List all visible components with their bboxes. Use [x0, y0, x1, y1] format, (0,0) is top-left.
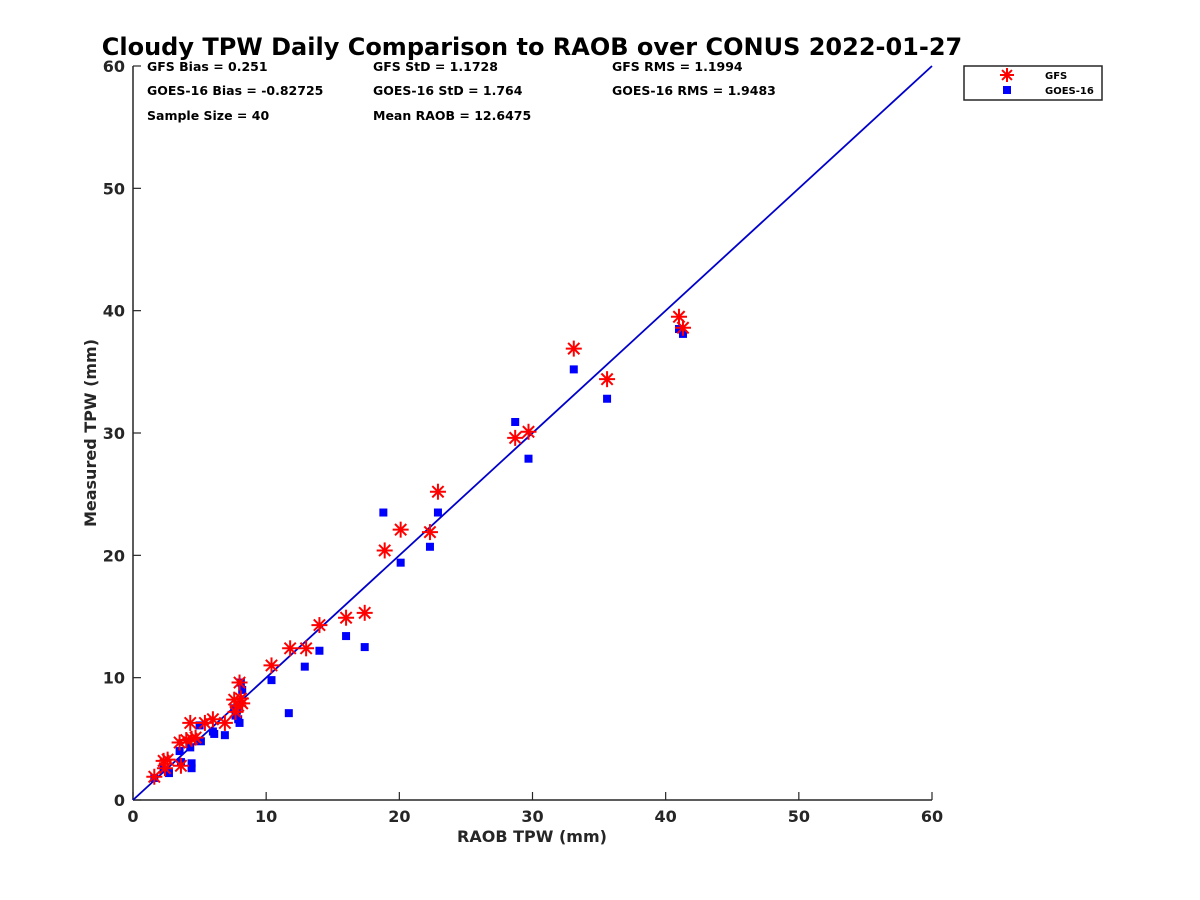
goes16-point	[569, 365, 578, 374]
gfs-point	[187, 729, 204, 746]
stat-gfs-bias: GFS Bias = 0.251	[147, 59, 268, 74]
gfs-point	[234, 695, 251, 712]
goes16-point	[674, 325, 683, 334]
goes16-point	[603, 394, 612, 403]
x-tick-label: 60	[921, 807, 943, 826]
gfs-point	[392, 521, 409, 538]
y-tick-label: 40	[103, 302, 125, 321]
gfs-point	[565, 340, 582, 357]
goes16-point	[187, 764, 196, 773]
goes16-point	[235, 718, 244, 727]
x-tick-label: 30	[521, 807, 543, 826]
legend-gfs-marker	[1000, 68, 1014, 82]
y-tick-label: 20	[103, 546, 125, 565]
gfs-point	[182, 714, 199, 731]
goes16-point	[300, 662, 309, 671]
gfs-point	[670, 308, 687, 325]
legend-goes-marker	[1003, 86, 1011, 94]
gfs-point	[376, 542, 393, 559]
goes16-point	[511, 417, 520, 426]
x-tick-label: 20	[388, 807, 410, 826]
legend-gfs-label: GFS	[1045, 71, 1067, 82]
gfs-point	[599, 371, 616, 388]
chart-title: Cloudy TPW Daily Comparison to RAOB over…	[102, 33, 962, 61]
gfs-point	[674, 319, 691, 336]
goes16-point	[379, 508, 388, 517]
goes16-point	[524, 454, 533, 463]
gfs-point	[282, 640, 299, 657]
goes16-point	[396, 558, 405, 567]
gfs-point	[156, 760, 173, 777]
x-axis-label: RAOB TPW (mm)	[457, 827, 607, 846]
gfs-point	[429, 483, 446, 500]
y-axis-label: Measured TPW (mm)	[81, 339, 100, 527]
gfs-point	[356, 604, 373, 621]
x-tick-label: 50	[788, 807, 810, 826]
gfs-point	[231, 674, 248, 691]
stat-gfs-rms: GFS RMS = 1.1994	[612, 59, 743, 74]
goes16-point	[175, 747, 184, 756]
gfs-point	[421, 524, 438, 541]
one-to-one-line	[132, 65, 933, 801]
gfs-point	[507, 429, 524, 446]
goes16-point	[267, 676, 276, 685]
y-tick-label: 10	[103, 669, 125, 688]
gfs-point	[520, 423, 537, 440]
gfs-point	[204, 711, 221, 728]
legend: GFS GOES-16	[963, 65, 1103, 101]
x-tick-label: 0	[127, 807, 138, 826]
goes16-point	[187, 759, 196, 768]
goes16-point	[315, 646, 324, 655]
y-tick-label: 0	[114, 791, 125, 810]
goes16-point	[195, 721, 204, 730]
stat-gfs-std: GFS StD = 1.1728	[373, 59, 498, 74]
stat-mean-raob: Mean RAOB = 12.6475	[373, 108, 531, 123]
gfs-point	[216, 714, 233, 731]
x-tick-label: 10	[255, 807, 277, 826]
x-tick-label: 40	[655, 807, 677, 826]
gfs-point	[298, 640, 315, 657]
legend-gfs-asterisk	[1000, 68, 1014, 82]
y-tick-label: 30	[103, 424, 125, 443]
legend-goes-label: GOES-16	[1045, 86, 1094, 97]
goes16-point	[220, 731, 229, 740]
stat-sample-size: Sample Size = 40	[147, 108, 269, 123]
plot-area: 0 10 20 30 40 50 60 0 10 20 30 40 50 60	[103, 57, 943, 826]
goes16-point	[210, 729, 219, 738]
stat-goes-std: GOES-16 StD = 1.764	[373, 83, 523, 98]
y-tick-label: 60	[103, 57, 125, 76]
goes16-point	[238, 685, 247, 694]
goes16-point	[360, 643, 369, 652]
gfs-point	[311, 617, 328, 634]
goes16-point	[342, 632, 351, 641]
goes16-point	[433, 508, 442, 517]
goes16-point	[425, 542, 434, 551]
gfs-point	[338, 609, 355, 626]
goes16-point	[284, 709, 293, 718]
stat-goes-rms: GOES-16 RMS = 1.9483	[612, 83, 776, 98]
goes16-point	[196, 737, 205, 746]
goes16-point	[186, 743, 195, 752]
legend-box	[963, 65, 1103, 101]
gfs-point	[172, 757, 189, 774]
stat-goes-bias: GOES-16 Bias = -0.82725	[147, 83, 323, 98]
gfs-point	[263, 657, 280, 674]
y-tick-label: 50	[103, 179, 125, 198]
gfs-point	[146, 768, 163, 785]
